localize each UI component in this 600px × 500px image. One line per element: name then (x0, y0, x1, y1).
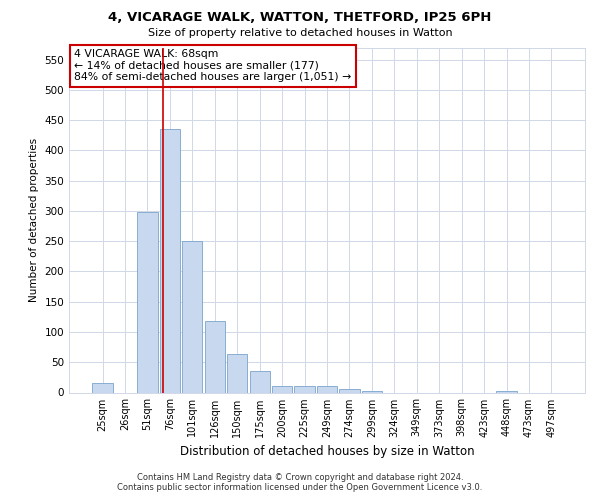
Bar (92, 384, 113, 392)
Text: Size of property relative to detached houses in Watton: Size of property relative to detached ho… (148, 28, 452, 38)
X-axis label: Distribution of detached houses by size in Watton: Distribution of detached houses by size … (179, 445, 475, 458)
Bar (205, 321, 225, 392)
Bar (496, 390, 517, 392)
Bar (182, 241, 202, 392)
Bar (362, 390, 382, 392)
Bar (295, 386, 314, 392)
Bar (137, 212, 158, 392)
Text: Contains HM Land Registry data © Crown copyright and database right 2024.
Contai: Contains HM Land Registry data © Crown c… (118, 473, 482, 492)
Bar (160, 129, 180, 392)
Bar (340, 390, 359, 392)
Y-axis label: Number of detached properties: Number of detached properties (29, 138, 39, 302)
Text: 4, VICARAGE WALK, WATTON, THETFORD, IP25 6PH: 4, VICARAGE WALK, WATTON, THETFORD, IP25… (109, 11, 491, 24)
Bar (272, 386, 292, 392)
Bar (227, 354, 247, 393)
Bar (317, 386, 337, 392)
Bar (250, 370, 270, 392)
Text: 4 VICARAGE WALK: 68sqm
← 14% of detached houses are smaller (177)
84% of semi-de: 4 VICARAGE WALK: 68sqm ← 14% of detached… (74, 49, 352, 82)
